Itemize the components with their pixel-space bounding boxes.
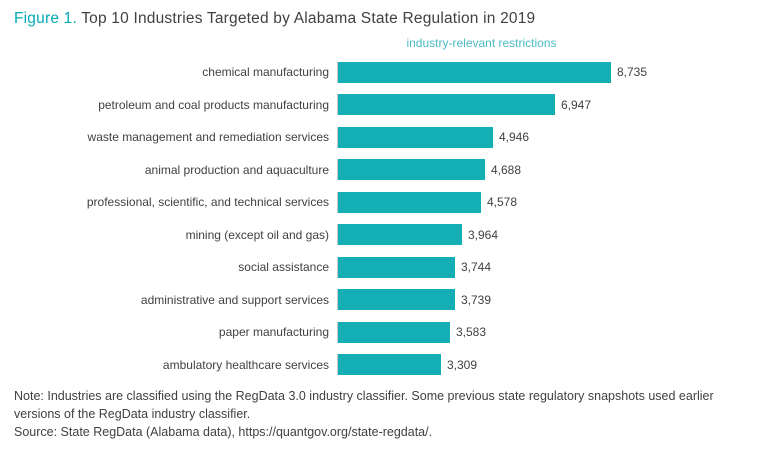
bar xyxy=(338,126,493,148)
bar-row: animal production and aquaculture 4,688 xyxy=(0,154,768,187)
bar-row: professional, scientific, and technical … xyxy=(0,186,768,219)
category-label: professional, scientific, and technical … xyxy=(86,195,329,210)
bar xyxy=(338,94,555,116)
bar-track: 3,739 xyxy=(337,289,768,311)
bar xyxy=(338,354,441,376)
figure-title-text: Top 10 Industries Targeted by Alabama St… xyxy=(76,10,536,27)
value-label: 8,735 xyxy=(617,65,648,80)
bar-row: ambulatory healthcare services 3,309 xyxy=(0,349,768,382)
bar-track: 3,964 xyxy=(337,224,768,246)
category-label: social assistance xyxy=(238,260,329,275)
bar-track: 8,735 xyxy=(337,61,768,83)
bar xyxy=(338,321,450,343)
value-label: 3,739 xyxy=(461,292,492,307)
bar-chart: industry-relevant restrictions chemical … xyxy=(0,36,768,381)
category-label: ambulatory healthcare services xyxy=(162,357,329,372)
category-label: chemical manufacturing xyxy=(202,65,329,80)
category-label: waste management and remediation service… xyxy=(87,130,329,145)
value-label: 6,947 xyxy=(561,97,592,112)
bar-row: mining (except oil and gas) 3,964 xyxy=(0,219,768,252)
bar-row: social assistance 3,744 xyxy=(0,251,768,284)
source-text: Source: State RegData (Alabama data), ht… xyxy=(14,425,433,440)
bar-track: 6,947 xyxy=(337,94,768,116)
bar-row: waste management and remediation service… xyxy=(0,121,768,154)
bar-row: chemical manufacturing 8,735 xyxy=(0,56,768,89)
category-label: administrative and support services xyxy=(140,292,329,307)
bar xyxy=(338,191,481,213)
bar xyxy=(338,289,455,311)
bar-track: 3,583 xyxy=(337,321,768,343)
value-label: 3,583 xyxy=(456,325,487,340)
value-label: 3,964 xyxy=(468,227,499,242)
value-label: 3,744 xyxy=(461,260,492,275)
bar-track: 3,744 xyxy=(337,256,768,278)
bar xyxy=(338,256,455,278)
bar xyxy=(338,224,462,246)
note-text: Note: Industries are classified using th… xyxy=(14,389,714,422)
chart-notes: Note: Industries are classified using th… xyxy=(14,387,756,441)
value-label: 4,688 xyxy=(491,162,522,177)
category-label: petroleum and coal products manufacturin… xyxy=(98,97,329,112)
bar-row: administrative and support services 3,739 xyxy=(0,284,768,317)
bar xyxy=(338,159,485,181)
bar-row: paper manufacturing 3,583 xyxy=(0,316,768,349)
bar-track: 3,309 xyxy=(337,354,768,376)
value-label: 4,578 xyxy=(487,195,518,210)
value-label: 4,946 xyxy=(499,130,530,145)
bar xyxy=(338,61,611,83)
category-label: animal production and aquaculture xyxy=(144,162,329,177)
bar-row: petroleum and coal products manufacturin… xyxy=(0,89,768,122)
category-label: mining (except oil and gas) xyxy=(185,227,329,242)
bar-track: 4,688 xyxy=(337,159,768,181)
value-label: 3,309 xyxy=(447,357,478,372)
axis-top-label: industry-relevant restrictions xyxy=(406,36,557,50)
figure-label: Figure 1. xyxy=(14,10,77,27)
bar-track: 4,578 xyxy=(337,191,768,213)
figure-title: Figure 1. Top 10 Industries Targeted by … xyxy=(14,10,535,28)
bar-rows: chemical manufacturing 8,735 petroleum and… xyxy=(0,56,768,381)
bar-track: 4,946 xyxy=(337,126,768,148)
category-label: paper manufacturing xyxy=(218,325,329,340)
